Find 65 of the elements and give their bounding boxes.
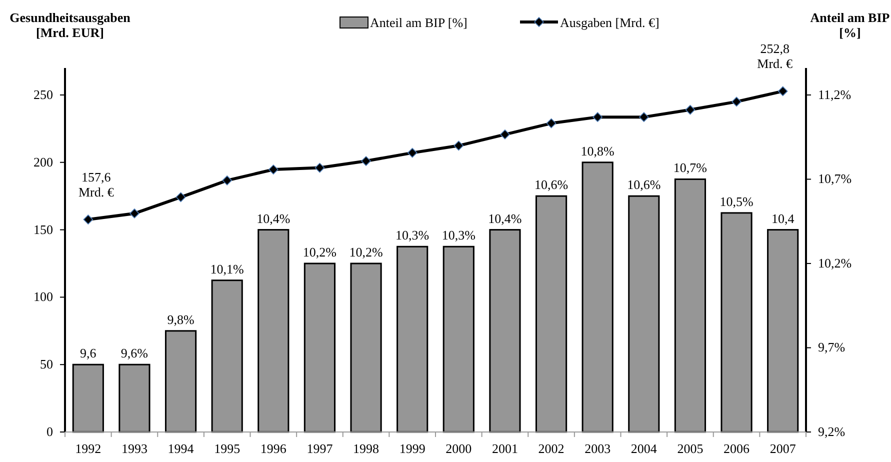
point: [778, 86, 788, 96]
data-label: 10,1%: [210, 261, 244, 276]
data-label: 10,5%: [720, 194, 754, 209]
point: [83, 214, 94, 224]
x-tick-label: 2000: [446, 441, 472, 456]
data-label: 10,2%: [302, 244, 337, 260]
point: [407, 148, 418, 158]
point: [592, 112, 602, 122]
y-tick-label: 100: [34, 289, 53, 304]
x-tick-label: 2003: [584, 441, 611, 456]
point: [546, 118, 556, 128]
point: [685, 104, 696, 115]
y2-tick-label: 9,7%: [818, 340, 846, 355]
data-label: 10,4%: [488, 210, 522, 226]
x-tick-label: 1993: [121, 441, 148, 456]
point: [268, 164, 278, 174]
point: [639, 112, 649, 122]
data-label: 10,4: [771, 210, 795, 226]
y-tick-label: 200: [34, 154, 53, 170]
x-tick-label: 2002: [538, 441, 564, 456]
y-tick-label: 150: [34, 222, 53, 237]
data-label: 10,4%: [256, 210, 290, 226]
x-tick-label: 1992: [75, 441, 102, 456]
x-tick-label: 1995: [214, 441, 240, 456]
x-tick-label: 2006: [724, 441, 750, 456]
y-axis-title: Gesundheitsausgaben [Mrd. EUR]: [10, 10, 132, 40]
legend-label: Anteil am BIP [%]: [370, 15, 468, 30]
y-tick-label: 250: [34, 86, 53, 102]
point: [500, 130, 510, 140]
y2-tick-label: 10,2%: [818, 255, 852, 270]
legend-label: Ausgaben [Mrd. €]: [560, 15, 660, 30]
annotation: 157,6 Mrd. €: [78, 170, 114, 200]
x-tick-label: 1994: [168, 441, 194, 456]
y2-tick-label: 10,7%: [818, 171, 852, 186]
point: [361, 156, 371, 166]
data-label: 10,8%: [580, 143, 615, 158]
point: [176, 192, 186, 202]
data-label: 10,7%: [673, 160, 708, 176]
data-label: 10,3%: [396, 228, 430, 243]
y2-tick-label: 9,2%: [818, 424, 846, 439]
x-tick-label: 1997: [306, 441, 334, 456]
point: [732, 96, 742, 107]
data-label: 9,8%: [167, 312, 194, 327]
y-tick-label: 50: [40, 356, 53, 372]
annotation: 252,8 Mrd. €: [757, 41, 794, 72]
point: [130, 208, 140, 218]
data-label: 10,2%: [349, 244, 383, 260]
x-tick-label: 2004: [630, 441, 658, 456]
point: [222, 176, 232, 186]
data-label: 9,6: [80, 346, 97, 361]
point: [314, 162, 325, 173]
data-label: 10,3%: [442, 228, 476, 243]
data-label: 10,6%: [627, 177, 661, 192]
x-tick-label: 2005: [677, 441, 704, 456]
x-tick-label: 1999: [399, 441, 426, 456]
y2-axis-title: Anteil am BIP [%]: [810, 10, 890, 40]
y-tick-label: 0: [46, 424, 53, 439]
data-label: 10,6%: [534, 177, 568, 192]
point: [454, 140, 464, 151]
y2-tick-label: 11,2%: [818, 86, 852, 102]
x-tick-label: 1998: [353, 441, 380, 456]
x-tick-label: 2001: [492, 441, 518, 456]
x-tick-label: 2007: [770, 441, 796, 456]
data-label: 9,6%: [120, 346, 148, 361]
x-tick-label: 1996: [260, 441, 287, 456]
